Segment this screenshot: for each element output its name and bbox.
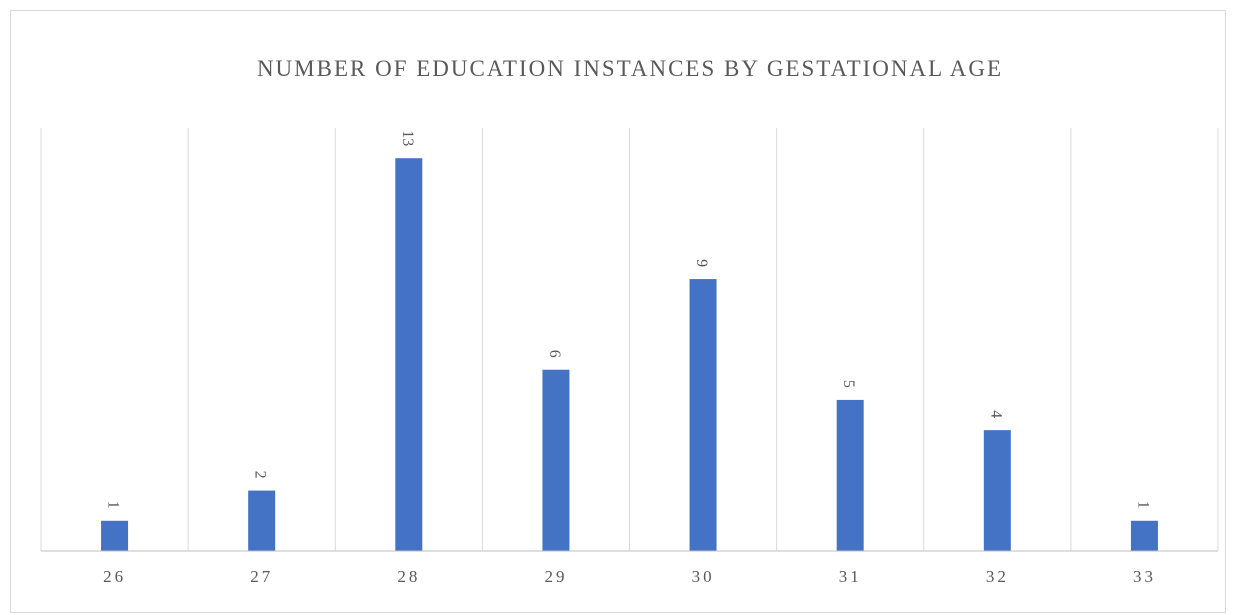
x-tick-label: 32 [986, 567, 1009, 586]
bar-26 [101, 520, 129, 551]
data-label: 9 [693, 259, 710, 267]
x-tick-label: 26 [103, 567, 126, 586]
data-label: 6 [546, 350, 563, 358]
data-label: 13 [399, 130, 416, 146]
data-label: 4 [987, 410, 1004, 418]
chart-title: NUMBER OF EDUCATION INSTANCES BY GESTATI… [256, 56, 1004, 81]
data-labels: 1 2 13 6 9 5 4 1 [105, 130, 1152, 509]
bar-31 [836, 399, 864, 551]
x-tick-label: 27 [250, 567, 273, 586]
data-label: 1 [105, 501, 122, 509]
chart-area [10, 10, 1226, 613]
x-tick-label: 30 [692, 567, 715, 586]
x-axis-ticks: 26 27 28 29 30 31 32 33 [103, 567, 1156, 586]
bar-series [101, 158, 1158, 551]
bar-28 [395, 158, 423, 551]
bar-27 [248, 490, 276, 551]
x-tick-label: 28 [397, 567, 420, 586]
bar-30 [689, 279, 717, 551]
bar-33 [1130, 520, 1158, 551]
x-tick-label: 31 [839, 567, 862, 586]
bar-32 [983, 430, 1011, 551]
x-tick-label: 33 [1133, 567, 1156, 586]
bar-29 [542, 369, 570, 551]
gridlines [40, 128, 1219, 551]
x-tick-label: 29 [544, 567, 567, 586]
data-label: 2 [252, 471, 269, 479]
data-label: 1 [1134, 501, 1151, 509]
data-label: 5 [840, 380, 857, 388]
